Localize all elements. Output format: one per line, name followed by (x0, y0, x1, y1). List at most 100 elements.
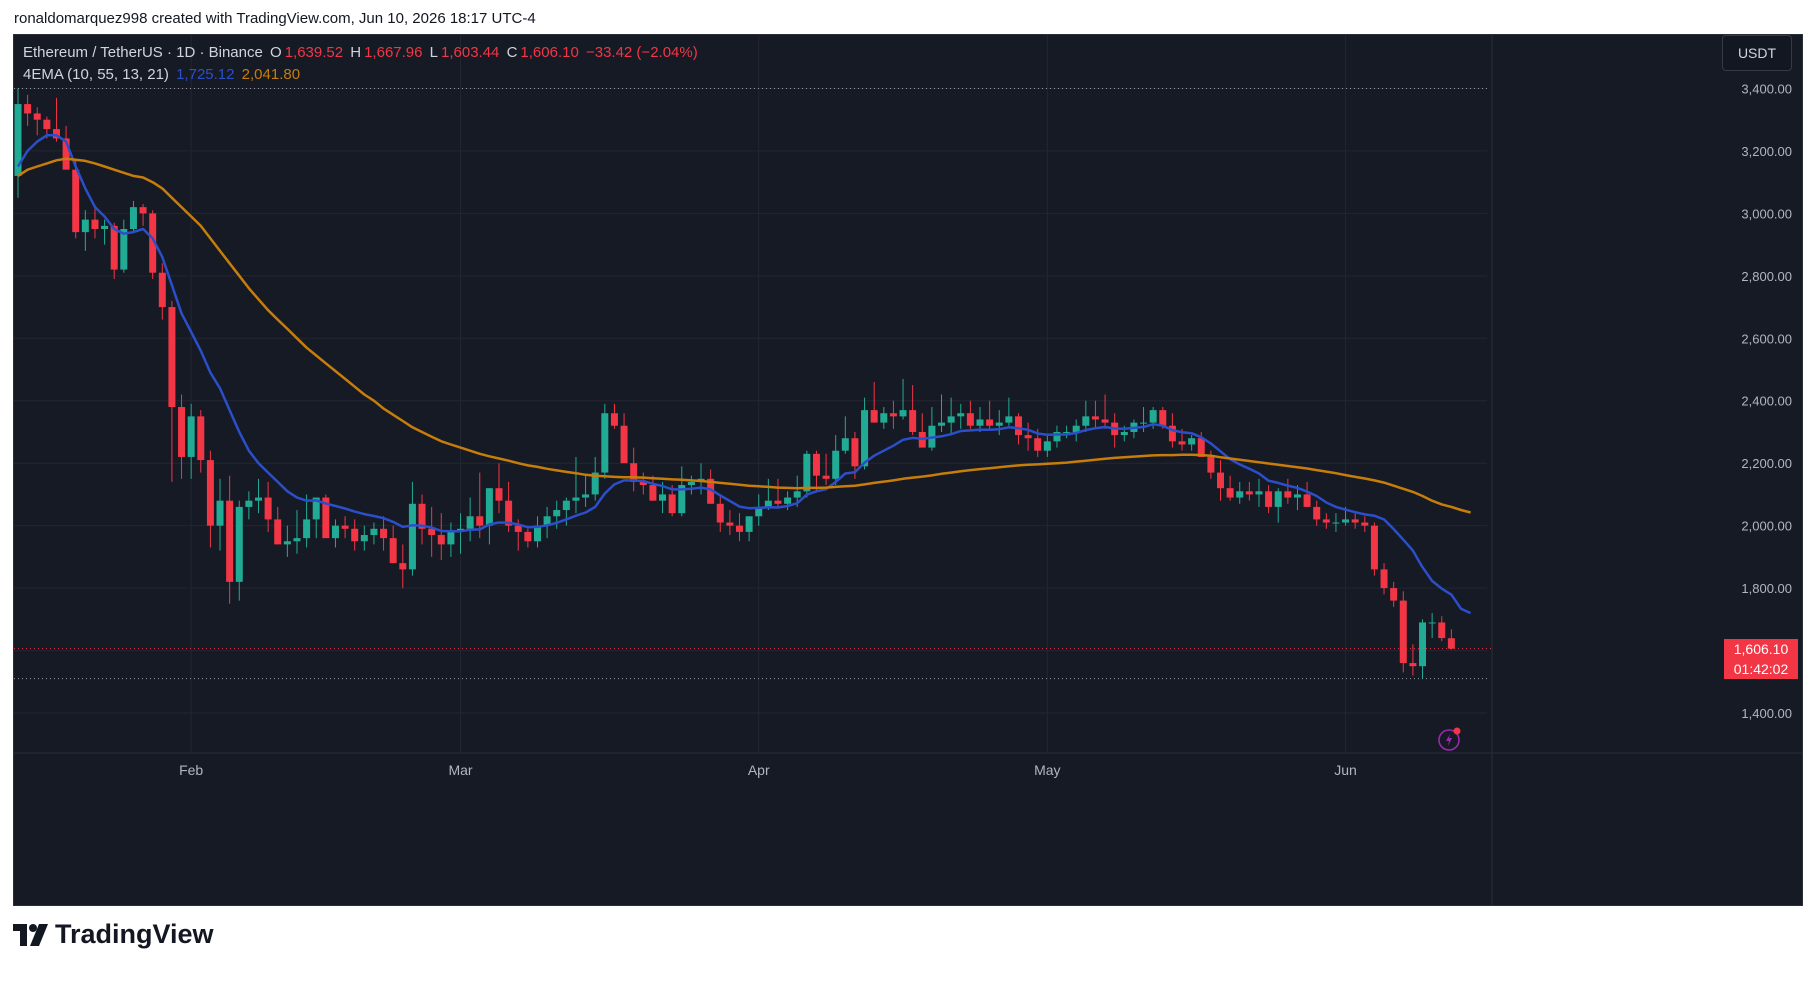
candle-body (841, 438, 849, 451)
candle-body (966, 413, 974, 426)
y-axis-tick-label: 2,200.00 (1741, 456, 1792, 471)
candle-body (187, 416, 195, 457)
candle-body (1438, 622, 1446, 639)
candle-body (668, 494, 676, 514)
y-axis-tick-label: 1,800.00 (1741, 581, 1792, 596)
candle-body (1255, 491, 1263, 495)
candle-body (380, 528, 388, 539)
candle-body (572, 497, 580, 501)
candle-body (255, 497, 262, 501)
candle-body (736, 525, 743, 532)
candle-body (995, 422, 1003, 426)
ohlc-legend: Ethereum / TetherUS · 1D · Binance O 1,63… (23, 44, 701, 61)
currency-button[interactable]: USDT (1722, 35, 1792, 71)
candle-body (1168, 425, 1176, 442)
candle-body (139, 207, 147, 214)
ema-slow-value: 2,041.80 (241, 66, 301, 83)
chart-background (14, 35, 1802, 905)
candle-body (341, 525, 349, 529)
candle-body (1014, 416, 1022, 436)
candle-body (678, 485, 686, 514)
candle-body (524, 531, 532, 542)
tradingview-logo-icon (13, 923, 48, 946)
candle-body (1091, 416, 1099, 420)
candle-body (389, 538, 397, 564)
candle-body (264, 497, 272, 520)
y-axis-tick-label: 2,800.00 (1741, 269, 1792, 284)
candle-body (14, 104, 22, 176)
x-axis-tick-label: May (1034, 762, 1060, 778)
y-axis-tick-label: 2,400.00 (1741, 394, 1792, 409)
open-value: 1,639.52 (284, 44, 344, 61)
candle-body (1303, 494, 1311, 507)
candle-body (1380, 569, 1388, 589)
candle-body (1043, 441, 1051, 451)
symbol-title[interactable]: Ethereum / TetherUS · 1D · Binance (23, 44, 263, 61)
open-label: O (270, 44, 282, 61)
candle-body (832, 450, 840, 479)
candle-body (947, 416, 955, 423)
candle-body (1274, 491, 1282, 507)
candle-body (1063, 431, 1071, 433)
low-label: L (429, 44, 438, 61)
candle-body (1159, 410, 1167, 426)
last-price-tag: 1,606.10 01:42:02 (1724, 638, 1798, 679)
indicator-name[interactable]: 4EMA (10, 55, 13, 21) (23, 66, 169, 83)
candle-body (1245, 491, 1253, 495)
candle-body (707, 478, 715, 504)
candle-body (1313, 506, 1321, 520)
close-label: C (506, 44, 518, 61)
candle-body (745, 516, 753, 532)
y-axis-tick-label: 3,200.00 (1741, 144, 1792, 159)
y-axis-tick-label: 1,400.00 (1741, 706, 1792, 721)
price-chart[interactable]: 1,400.001,600.001,800.002,000.002,200.00… (14, 35, 1803, 906)
candle-body (533, 525, 541, 542)
candle-body (245, 500, 253, 507)
candle-body (938, 422, 946, 426)
candle-body (408, 503, 416, 570)
alert-lightning-icon[interactable] (1437, 726, 1463, 752)
candle-body (649, 485, 657, 501)
candle-body (957, 413, 965, 417)
candle-body (1342, 519, 1350, 523)
candle-body (620, 425, 628, 464)
candle-body (197, 416, 205, 461)
candle-body (1082, 416, 1090, 426)
candle-body (1072, 425, 1080, 432)
candle-body (755, 506, 763, 517)
candle-body (331, 525, 339, 539)
candle-body (1101, 419, 1109, 423)
candle-body (120, 228, 128, 270)
candle-body (784, 497, 792, 504)
candle-body (24, 104, 32, 114)
candle-body (101, 225, 109, 229)
candle-body (360, 535, 368, 542)
candle-body (774, 500, 782, 504)
chart-panel[interactable]: 1,400.001,600.001,800.002,000.002,200.00… (13, 34, 1803, 906)
candle-body (52, 129, 60, 139)
candle-body (476, 516, 484, 526)
candle-body (514, 525, 522, 532)
candle-body (312, 497, 320, 520)
candle-body (1399, 600, 1407, 664)
indicator-legend: 4EMA (10, 55, 13, 21) 1,725.12 2,041.80 (23, 66, 303, 83)
candle-body (1361, 522, 1369, 526)
candle-body (1188, 438, 1196, 445)
candle-body (1322, 519, 1330, 523)
candle-body (418, 503, 426, 529)
bar-countdown: 01:42:02 (1733, 660, 1789, 677)
candle-body (812, 453, 820, 476)
candle-body (909, 410, 917, 432)
candle-body (659, 494, 667, 501)
candle-body (149, 213, 157, 273)
candle-body (562, 500, 570, 511)
candle-body (601, 413, 609, 473)
candle-body (639, 481, 647, 486)
candle-body (1120, 431, 1128, 436)
candle-body (72, 169, 80, 233)
candle-body (889, 413, 897, 417)
candle-body (1419, 622, 1427, 667)
candle-body (582, 494, 590, 498)
candle-body (1178, 441, 1186, 445)
candle-body (43, 119, 51, 130)
